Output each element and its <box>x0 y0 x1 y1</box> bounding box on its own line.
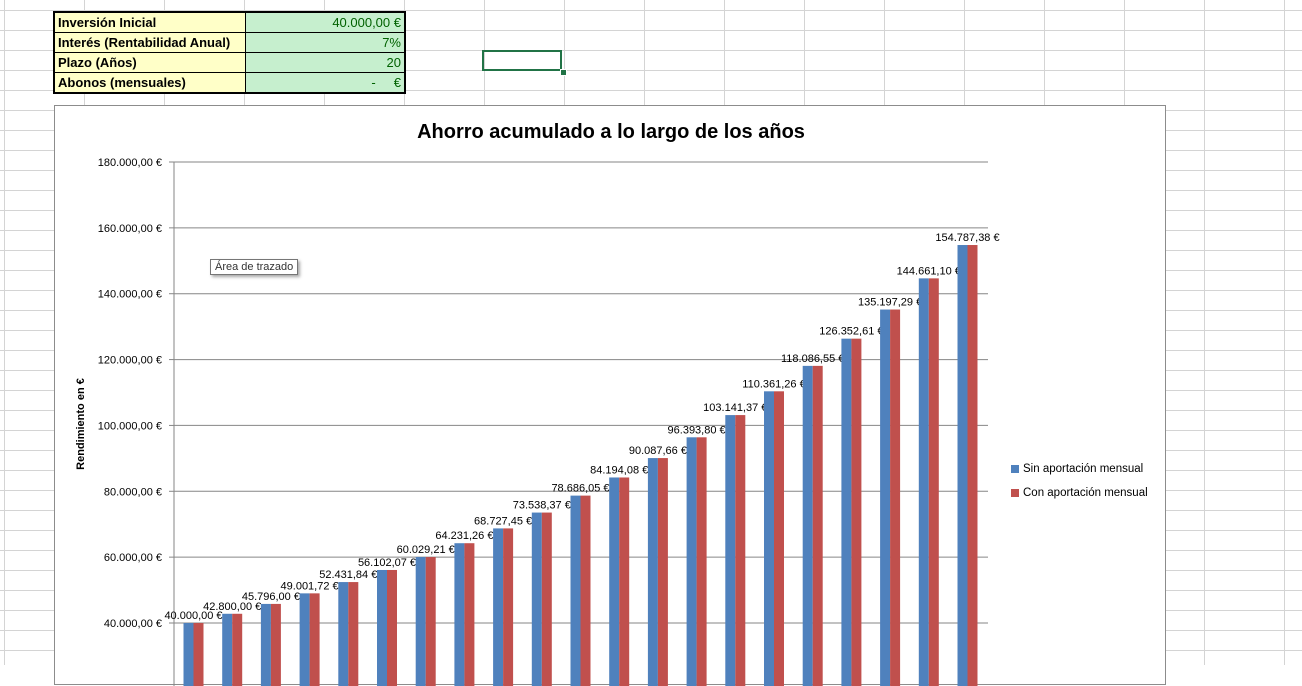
param-value[interactable]: 7% <box>245 32 406 53</box>
bar <box>270 603 281 686</box>
data-label: 118.086,55 € <box>781 353 844 365</box>
y-tick-label: 180.000,00 € <box>98 157 162 169</box>
bar <box>841 338 852 686</box>
data-label: 78.686,05 € <box>551 483 609 495</box>
data-label: 49.001,72 € <box>281 580 339 592</box>
table-row: Plazo (Años) 20 <box>53 52 406 73</box>
bar <box>232 613 243 686</box>
data-label: 144.661,10 € <box>897 265 961 277</box>
bar <box>880 309 891 686</box>
bar <box>570 495 581 686</box>
chart-tooltip: Área de trazado <box>210 259 299 275</box>
bar <box>309 593 320 686</box>
legend-label: Con aportación mensual <box>1023 487 1148 499</box>
bar <box>696 437 707 686</box>
bar <box>657 458 668 686</box>
y-tick-label: 120.000,00 € <box>98 355 162 367</box>
parameters-table: Inversión Inicial 40.000,00 € Interés (R… <box>53 11 406 94</box>
legend-label: Sin aportación mensual <box>1023 463 1144 475</box>
data-label: 56.102,07 € <box>358 557 416 569</box>
bar <box>222 613 233 686</box>
data-label: 73.538,37 € <box>513 500 571 512</box>
data-label: 42.800,00 € <box>203 601 261 613</box>
data-label: 40.000,00 € <box>164 610 222 622</box>
y-tick-label: 40.000,00 € <box>104 618 162 630</box>
y-tick-label: 80.000,00 € <box>104 486 162 498</box>
param-value[interactable]: 40.000,00 € <box>245 11 406 33</box>
data-label: 126.352,61 € <box>819 326 883 338</box>
data-label: 68.727,45 € <box>474 515 532 527</box>
bar <box>609 477 620 686</box>
bar <box>580 495 591 686</box>
legend-swatch <box>1011 488 1019 497</box>
bar <box>377 569 387 686</box>
data-label: 154.787,38 € <box>935 232 999 244</box>
bar <box>193 623 204 686</box>
bar <box>928 278 939 686</box>
bar <box>464 543 475 686</box>
bar <box>967 245 978 686</box>
y-tick-label: 60.000,00 € <box>104 552 162 564</box>
bar <box>299 593 310 686</box>
data-label: 110.361,26 € <box>742 378 805 390</box>
chart-title: Ahorro acumulado a lo largo de los años <box>417 121 805 143</box>
legend-item[interactable]: Sin aportación mensual <box>1011 463 1143 475</box>
data-label: 96.393,80 € <box>668 424 726 436</box>
bar <box>425 557 436 686</box>
legend-item[interactable]: Con aportación mensual <box>1011 487 1148 499</box>
data-label: 52.431,84 € <box>319 569 377 581</box>
bar <box>812 365 823 686</box>
param-value[interactable]: - € <box>245 72 406 94</box>
data-label: 103.141,37 € <box>703 402 767 414</box>
y-tick-label: 100.000,00 € <box>98 420 162 432</box>
table-row: Abonos (mensuales) - € <box>53 72 406 94</box>
bar <box>338 582 349 686</box>
table-row: Interés (Rentabilidad Anual) 7% <box>53 32 406 53</box>
bar <box>890 309 901 686</box>
y-axis-label: Rendimiento en € <box>75 378 87 470</box>
bar <box>918 278 929 686</box>
bar <box>531 512 542 686</box>
bar <box>387 569 397 686</box>
bar <box>503 528 514 686</box>
bar <box>348 582 359 686</box>
bar <box>260 603 271 686</box>
data-label: 84.194,08 € <box>590 464 648 476</box>
bar <box>686 437 697 686</box>
param-label[interactable]: Inversión Inicial <box>53 11 246 33</box>
param-label[interactable]: Plazo (Años) <box>53 52 246 73</box>
bar <box>764 391 774 686</box>
data-label: 135.197,29 € <box>858 297 922 309</box>
data-label: 90.087,66 € <box>629 445 687 457</box>
legend-swatch <box>1011 464 1019 473</box>
bar <box>957 245 968 686</box>
bar <box>725 415 736 686</box>
bar <box>851 338 862 686</box>
bar <box>183 623 194 686</box>
table-row: Inversión Inicial 40.000,00 € <box>53 11 406 33</box>
bar <box>735 415 746 686</box>
bar <box>802 365 813 686</box>
bar <box>541 512 552 686</box>
data-label: 60.029,21 € <box>397 544 455 556</box>
chart-svg: Ahorro acumulado a lo largo de los años R… <box>75 121 1000 686</box>
bar <box>415 557 426 686</box>
data-label: 45.796,00 € <box>242 591 300 603</box>
bar <box>493 528 504 686</box>
bar <box>619 477 630 686</box>
param-label[interactable]: Interés (Rentabilidad Anual) <box>53 32 246 53</box>
param-label[interactable]: Abonos (mensuales) <box>53 72 246 94</box>
bar <box>454 543 465 686</box>
selected-cell[interactable] <box>482 50 562 71</box>
chart-area[interactable]: Ahorro acumulado a lo largo de los años R… <box>54 105 1166 686</box>
data-label: 64.231,26 € <box>435 530 493 542</box>
bar <box>647 458 658 686</box>
param-value[interactable]: 20 <box>245 52 406 73</box>
y-tick-label: 140.000,00 € <box>98 289 162 301</box>
y-tick-label: 160.000,00 € <box>98 223 162 235</box>
fill-handle[interactable] <box>560 69 567 76</box>
bar <box>774 391 784 686</box>
